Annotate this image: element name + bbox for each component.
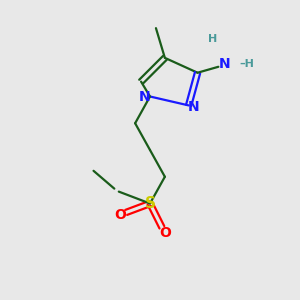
Text: N: N: [218, 57, 230, 71]
Text: N: N: [188, 100, 200, 114]
Text: H: H: [208, 34, 217, 44]
Text: –H: –H: [239, 59, 254, 69]
Text: O: O: [159, 226, 171, 240]
Text: N: N: [139, 89, 151, 103]
Text: O: O: [114, 208, 126, 222]
Text: S: S: [145, 196, 155, 211]
